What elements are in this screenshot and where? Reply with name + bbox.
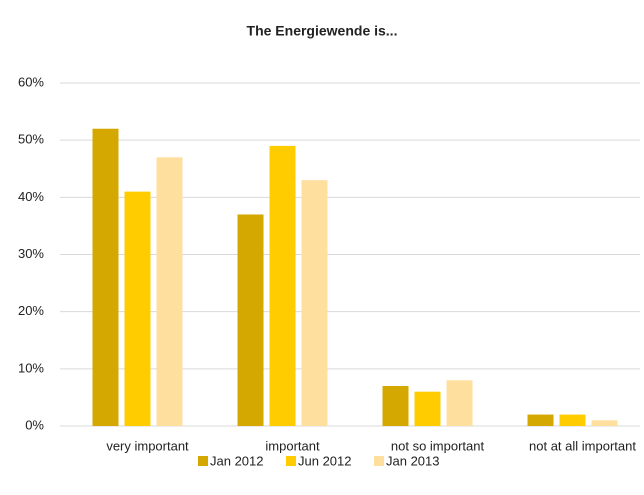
bar (301, 180, 328, 426)
legend-swatch (286, 456, 296, 466)
bar (414, 391, 441, 426)
bar (237, 214, 264, 426)
chart-title: The Energiewende is... (247, 23, 398, 39)
y-tick-label: 50% (18, 132, 44, 147)
legend-swatch (374, 456, 384, 466)
bar (156, 157, 183, 427)
bar (446, 380, 473, 426)
x-tick-label: important (265, 438, 320, 453)
y-tick-label: 10% (18, 360, 44, 375)
y-tick-label: 0% (25, 417, 44, 432)
y-tick-label: 40% (18, 189, 44, 204)
y-tick-label: 20% (18, 303, 44, 318)
x-tick-label: not so important (391, 438, 485, 453)
bar (591, 420, 618, 426)
bar (382, 385, 409, 426)
legend-swatch (198, 456, 208, 466)
bar (124, 191, 151, 426)
bar (269, 145, 296, 426)
legend-label: Jan 2012 (210, 453, 264, 468)
y-tick-label: 60% (18, 74, 44, 89)
legend-label: Jun 2012 (298, 453, 352, 468)
y-tick-label: 30% (18, 246, 44, 261)
bar (92, 128, 119, 426)
x-tick-label: not at all important (529, 438, 636, 453)
bar (527, 414, 554, 426)
legend-label: Jan 2013 (386, 453, 440, 468)
bar (559, 414, 586, 426)
x-tick-label: very important (106, 438, 189, 453)
